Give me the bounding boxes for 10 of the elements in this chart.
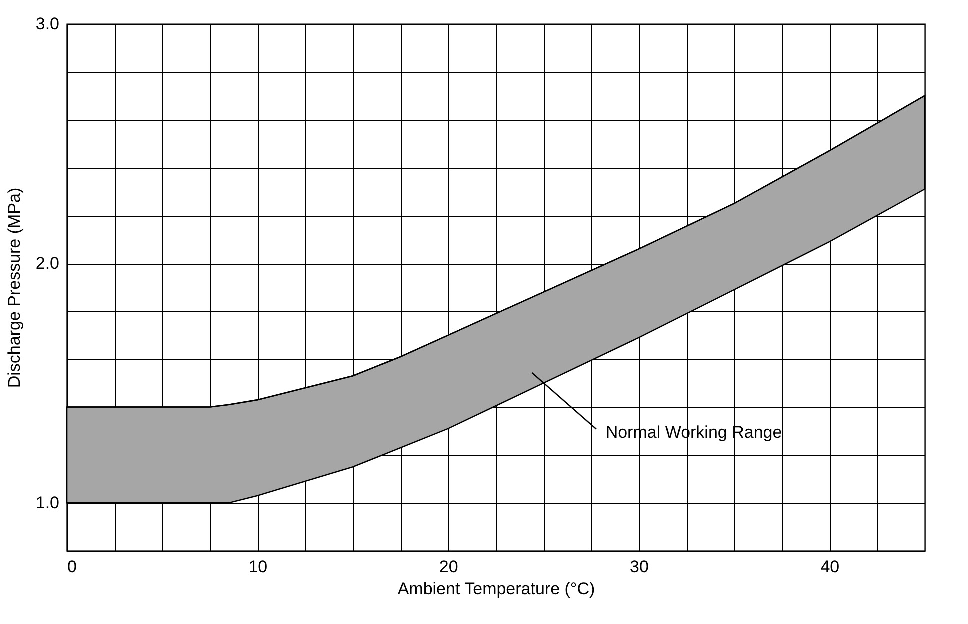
- y-tick-label: 2.0: [36, 254, 60, 274]
- x-tick-label: 40: [820, 558, 840, 576]
- x-axis-title: Ambient Temperature (°C): [398, 580, 596, 598]
- y-tick-label: 3.0: [36, 14, 60, 34]
- x-tick-label: 0: [68, 558, 77, 576]
- x-tick-label: 30: [630, 558, 649, 576]
- x-tick-label: 20: [439, 558, 458, 576]
- y-tick-label: 1.0: [36, 494, 60, 513]
- y-axis-title: Discharge Pressure (MPa): [4, 188, 24, 388]
- x-tick-label: 10: [248, 558, 268, 576]
